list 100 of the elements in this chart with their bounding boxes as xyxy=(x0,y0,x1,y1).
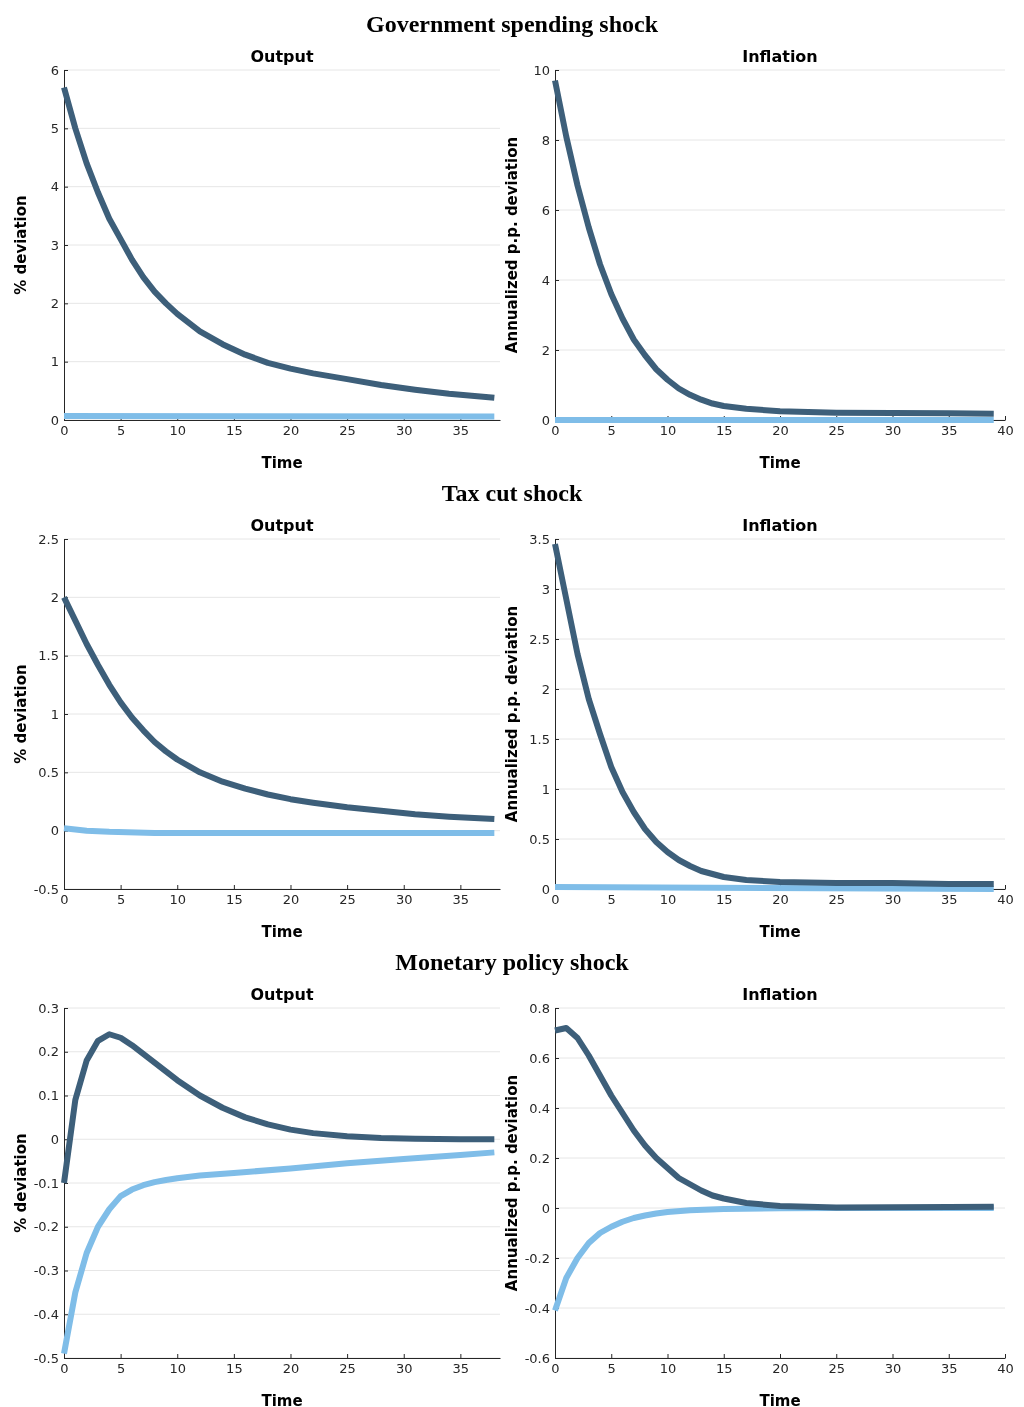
y-tick-label: 1 xyxy=(50,706,59,722)
x-tick-label: 30 xyxy=(395,1360,413,1376)
x-tick-label: 15 xyxy=(226,1360,243,1376)
y-tick-label: 0 xyxy=(50,823,59,839)
x-tick-label: 25 xyxy=(339,1360,356,1376)
x-tick-label: 5 xyxy=(607,891,616,907)
x-tick-label: 10 xyxy=(659,1360,677,1376)
y-tick-label: 10 xyxy=(533,62,550,78)
x-axis-title: Time xyxy=(261,1392,303,1407)
x-tick-label: 5 xyxy=(116,891,126,907)
y-tick-label: -0.5 xyxy=(33,1350,59,1366)
text: Monetary policy shock xyxy=(395,949,630,975)
y-tick-label: 2 xyxy=(541,342,550,358)
y-axis-title: % deviation xyxy=(12,664,30,764)
y-tick-label: -0.2 xyxy=(33,1219,59,1235)
x-axis-title: Time xyxy=(261,454,303,472)
x-tick-label: 15 xyxy=(715,891,733,907)
x-tick-label: 30 xyxy=(884,891,902,907)
x-axis-title: Time xyxy=(759,454,801,472)
y-tick-label: -0.5 xyxy=(33,881,59,897)
y-tick-label: 2.5 xyxy=(38,531,59,547)
x-tick-label: 35 xyxy=(940,422,958,438)
x-axis-title: Time xyxy=(261,923,303,941)
y-axis-title: % deviation xyxy=(12,195,30,295)
x-tick-label: 10 xyxy=(169,1360,187,1376)
y-tick-label: 0.5 xyxy=(529,831,550,847)
y-tick-label: 0 xyxy=(541,881,550,897)
y-tick-label: 2.5 xyxy=(529,631,550,647)
x-tick-label: 20 xyxy=(282,1360,300,1376)
x-tick-label: 10 xyxy=(169,422,187,438)
x-tick-label: 35 xyxy=(940,891,958,907)
y-axis-title: Annualized p.p. deviation xyxy=(503,605,521,823)
x-tick-label: 5 xyxy=(116,422,126,438)
x-axis-title: Time xyxy=(759,1392,801,1407)
x-axis-title: Time xyxy=(759,923,801,941)
text: Tax cut shock xyxy=(441,480,583,506)
text: Government spending shock xyxy=(365,11,659,37)
y-tick-label: -0.4 xyxy=(524,1300,550,1316)
y-tick-label: 0.8 xyxy=(529,1000,550,1016)
x-tick-label: 20 xyxy=(772,1360,789,1376)
x-tick-label: 30 xyxy=(395,422,413,438)
y-tick-label: 1 xyxy=(50,354,59,370)
y-tick-label: 2 xyxy=(50,589,59,605)
y-tick-label: 5 xyxy=(50,120,59,136)
chart-title: Output xyxy=(250,516,314,535)
chart-title: Inflation xyxy=(742,985,818,1004)
chart-title: Output xyxy=(250,47,314,66)
x-tick-label: 0 xyxy=(551,422,560,438)
x-tick-label: 35 xyxy=(452,1360,470,1376)
x-tick-label: 15 xyxy=(715,1360,733,1376)
x-tick-label: 25 xyxy=(828,1360,846,1376)
x-tick-label: 35 xyxy=(452,891,470,907)
x-tick-label: 30 xyxy=(395,891,413,907)
chart-title: Output xyxy=(250,985,314,1004)
y-tick-label: 1.5 xyxy=(38,648,59,664)
y-tick-label: 4 xyxy=(50,179,59,195)
x-tick-label: 5 xyxy=(607,422,616,438)
y-tick-label: 6 xyxy=(50,62,59,78)
y-tick-label: 2 xyxy=(541,681,550,697)
y-tick-label: 0.1 xyxy=(38,1088,59,1104)
y-tick-label: 0.6 xyxy=(529,1050,550,1066)
y-tick-label: 0 xyxy=(541,1200,550,1216)
y-tick-label: 0.3 xyxy=(38,1000,59,1016)
x-tick-label: 25 xyxy=(828,891,846,907)
y-tick-label: 0 xyxy=(50,1131,59,1147)
x-tick-label: 25 xyxy=(828,422,846,438)
x-tick-label: 25 xyxy=(339,891,356,907)
x-tick-label: 15 xyxy=(226,891,243,907)
y-tick-label: 8 xyxy=(541,132,550,148)
x-tick-label: 40 xyxy=(997,891,1014,907)
y-tick-label: 6 xyxy=(541,202,550,218)
y-tick-label: 2 xyxy=(50,295,59,311)
y-tick-label: 0.4 xyxy=(529,1100,550,1116)
x-tick-label: 30 xyxy=(884,422,902,438)
y-tick-label: 4 xyxy=(541,272,550,288)
x-tick-label: 40 xyxy=(997,1360,1014,1376)
x-tick-label: 35 xyxy=(940,1360,958,1376)
y-tick-label: -0.4 xyxy=(33,1306,59,1322)
y-tick-label: 3 xyxy=(541,581,550,597)
x-tick-label: 5 xyxy=(116,1360,126,1376)
x-tick-label: 10 xyxy=(169,891,187,907)
x-tick-label: 20 xyxy=(282,891,300,907)
y-tick-label: 0 xyxy=(50,412,59,428)
y-axis-title: Annualized p.p. deviation xyxy=(503,136,521,354)
y-tick-label: 0.2 xyxy=(529,1150,550,1166)
x-tick-label: 15 xyxy=(226,422,243,438)
y-tick-label: 1.5 xyxy=(529,731,550,747)
x-tick-label: 0 xyxy=(551,891,560,907)
chart-title: Inflation xyxy=(742,47,818,66)
x-tick-label: 35 xyxy=(452,422,470,438)
y-tick-label: 0.5 xyxy=(38,764,59,780)
x-tick-label: 30 xyxy=(884,1360,902,1376)
y-tick-label: 1 xyxy=(541,781,550,797)
y-tick-label: 3.5 xyxy=(529,531,550,547)
y-tick-label: -0.6 xyxy=(524,1350,550,1366)
y-tick-label: 3 xyxy=(50,237,59,253)
y-axis-title: % deviation xyxy=(12,1133,30,1233)
x-tick-label: 20 xyxy=(772,891,789,907)
y-tick-label: -0.3 xyxy=(33,1263,59,1279)
x-tick-label: 0 xyxy=(60,422,69,438)
